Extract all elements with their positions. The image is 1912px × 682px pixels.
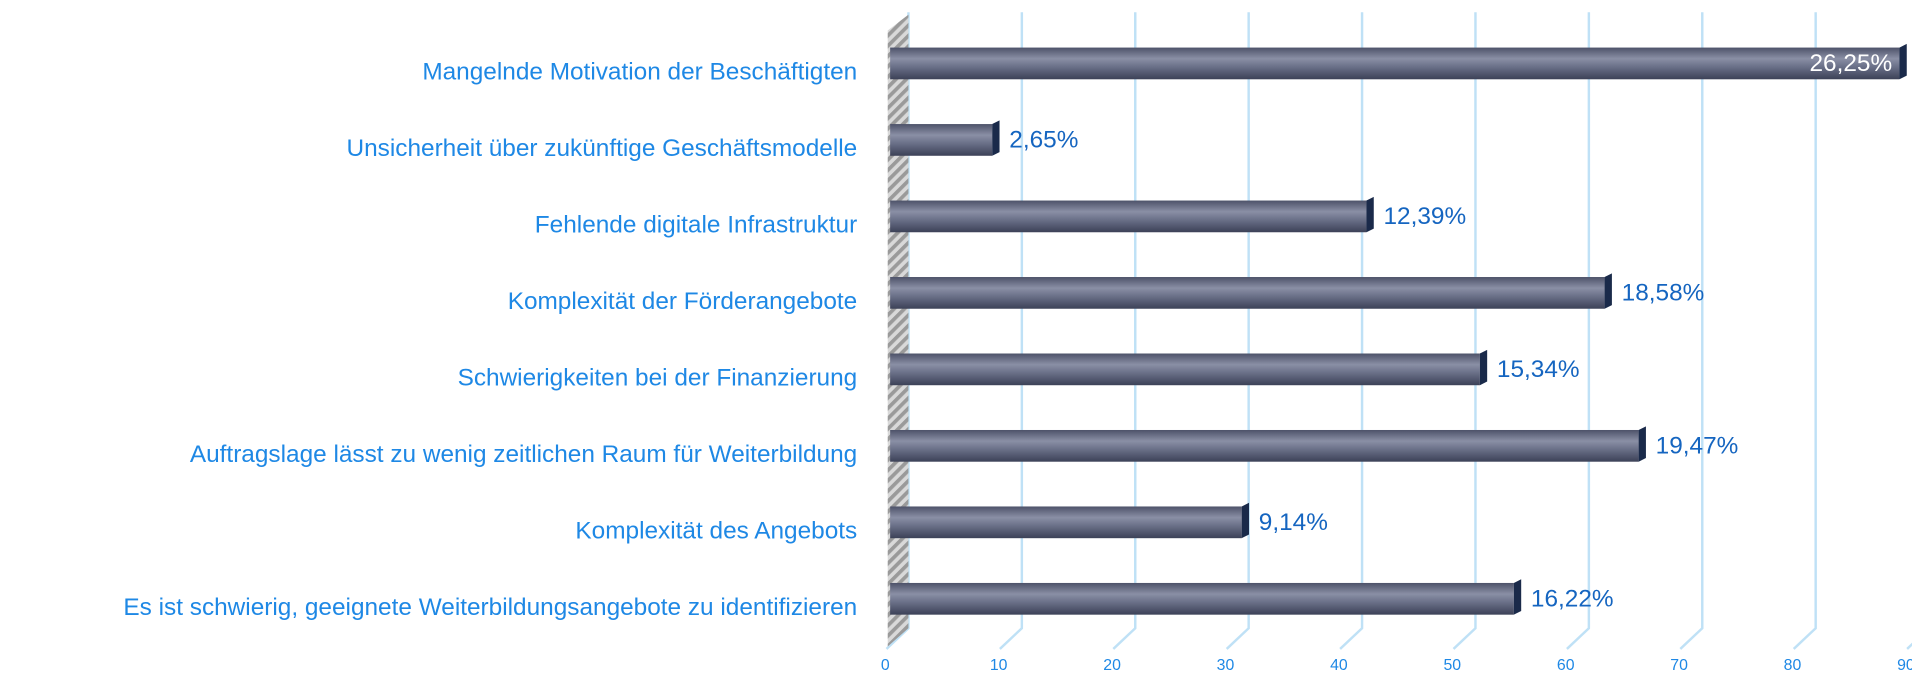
grid-line [1906,642,1912,650]
category-label: Schwierigkeiten bei der Finanzierung [458,365,858,392]
bar-cap [1638,426,1646,462]
bar-cap [1604,273,1612,309]
bar-cap [1513,579,1522,615]
x-tick-label: 30 [1217,657,1235,674]
category-label: Fehlende digitale Infrastruktur [535,212,857,239]
data-label: 15,34% [1497,356,1580,383]
data-label: 12,39% [1384,203,1467,230]
x-tick-label: 80 [1784,657,1802,674]
x-tick-label: 70 [1670,657,1688,674]
bar-cap [1899,43,1907,80]
bar [890,124,993,156]
data-label: 18,58% [1622,280,1705,307]
bars: Mangelnde Motivation der Beschäftigten 26… [123,43,1907,621]
category-label: Komplexität des Angebots [575,518,857,545]
bar [890,429,1639,462]
bar-cap [992,120,1000,156]
grid-line [1452,12,1477,650]
data-label: 2,65% [1009,127,1078,154]
bar [890,506,1242,539]
grid-line [1112,12,1137,650]
bar [890,200,1367,233]
category-label: Mangelnde Motivation der Beschäftigten [422,59,857,86]
x-tick-label: 20 [1103,657,1121,674]
grid: 0 10 20 30 40 50 60 70 80 90 [881,12,1912,674]
category-label: Komplexität der Förderangebote [508,288,858,315]
x-tick-label: 50 [1443,657,1461,674]
x-tick-label: 90 [1897,657,1912,674]
data-label: 26,25% [1809,50,1892,77]
wall [887,14,909,647]
category-label: Es ist schwierig, geeignete Weiterbildun… [123,594,857,621]
x-tick-label: 0 [881,657,890,674]
data-label: 16,22% [1531,585,1614,612]
grid-line [1679,12,1704,650]
bar-cap [1366,196,1374,233]
bar-cap [1241,502,1250,539]
x-tick-label: 40 [1330,657,1348,674]
x-tick-label: 60 [1557,657,1575,674]
grid-line [1792,12,1817,650]
grid-line [1339,12,1364,650]
x-tick-label: 10 [990,657,1008,674]
grid-line [1566,12,1591,650]
data-label: 19,47% [1656,432,1739,459]
category-label: Auftragslage lässt zu wenig zeitlichen R… [190,441,857,468]
grid-line [1225,12,1250,650]
category-label: Unsicherheit über zukünftige Geschäftsmo… [347,135,858,162]
bar [890,582,1514,615]
bar [890,353,1480,386]
bar [890,277,1605,309]
bar-cap [1479,349,1488,386]
bar [890,47,1900,80]
data-label: 9,14% [1259,509,1328,536]
grid-line [999,12,1024,650]
